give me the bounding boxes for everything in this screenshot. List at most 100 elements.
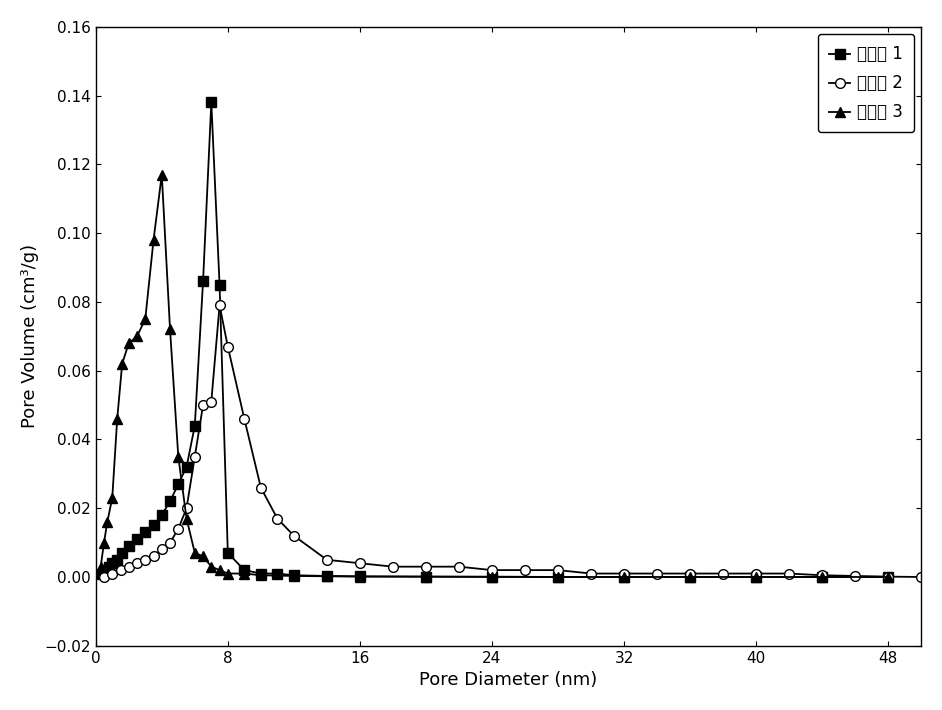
催化剂 2 bbox=[115, 566, 126, 574]
催化剂 3 bbox=[751, 573, 762, 581]
催化剂 2 bbox=[519, 566, 530, 574]
催化剂 2 bbox=[156, 545, 168, 554]
催化剂 2 bbox=[139, 555, 151, 564]
催化剂 3 bbox=[111, 415, 122, 423]
催化剂 2 bbox=[453, 562, 464, 571]
催化剂 1 bbox=[111, 555, 122, 564]
催化剂 2 bbox=[205, 398, 217, 406]
催化剂 1 bbox=[123, 542, 135, 550]
催化剂 3 bbox=[222, 569, 234, 578]
催化剂 3 bbox=[486, 573, 497, 581]
催化剂 2 bbox=[288, 532, 300, 540]
催化剂 2 bbox=[106, 569, 118, 578]
催化剂 1 bbox=[181, 463, 192, 471]
催化剂 3 bbox=[198, 552, 209, 561]
催化剂 2 bbox=[98, 573, 109, 581]
催化剂 3 bbox=[95, 562, 106, 571]
催化剂 3 bbox=[288, 572, 300, 580]
催化剂 2 bbox=[751, 569, 762, 578]
催化剂 1 bbox=[104, 562, 115, 571]
Line: 催化剂 2: 催化剂 2 bbox=[99, 300, 926, 581]
催化剂 2 bbox=[585, 569, 596, 578]
催化剂 2 bbox=[883, 572, 894, 581]
催化剂 1 bbox=[354, 572, 365, 581]
催化剂 3 bbox=[148, 236, 159, 244]
催化剂 1 bbox=[685, 573, 696, 581]
催化剂 3 bbox=[139, 315, 151, 323]
催化剂 2 bbox=[618, 569, 629, 578]
催化剂 3 bbox=[156, 170, 168, 179]
催化剂 1 bbox=[238, 566, 250, 574]
催化剂 3 bbox=[117, 359, 128, 368]
Legend: 催化剂 1, 催化剂 2, 催化剂 3: 催化剂 1, 催化剂 2, 催化剂 3 bbox=[819, 34, 915, 132]
催化剂 1 bbox=[205, 98, 217, 106]
催化剂 2 bbox=[420, 562, 431, 571]
催化剂 1 bbox=[420, 572, 431, 581]
催化剂 1 bbox=[883, 573, 894, 581]
催化剂 2 bbox=[916, 573, 927, 581]
催化剂 3 bbox=[98, 538, 109, 547]
催化剂 1 bbox=[255, 569, 267, 578]
催化剂 2 bbox=[354, 559, 365, 567]
催化剂 3 bbox=[420, 572, 431, 581]
催化剂 2 bbox=[181, 504, 192, 513]
催化剂 1 bbox=[751, 573, 762, 581]
催化剂 2 bbox=[685, 569, 696, 578]
催化剂 1 bbox=[222, 549, 234, 557]
催化剂 2 bbox=[271, 514, 283, 523]
催化剂 3 bbox=[255, 571, 267, 579]
催化剂 1 bbox=[100, 566, 111, 574]
催化剂 3 bbox=[618, 573, 629, 581]
催化剂 2 bbox=[165, 538, 176, 547]
催化剂 3 bbox=[817, 573, 828, 581]
Line: 催化剂 1: 催化剂 1 bbox=[97, 97, 893, 581]
催化剂 3 bbox=[205, 562, 217, 571]
催化剂 3 bbox=[102, 518, 113, 526]
催化剂 1 bbox=[552, 573, 563, 581]
催化剂 1 bbox=[106, 559, 118, 567]
催化剂 2 bbox=[718, 569, 729, 578]
催化剂 1 bbox=[288, 571, 300, 579]
催化剂 3 bbox=[552, 573, 563, 581]
催化剂 1 bbox=[817, 573, 828, 581]
催化剂 3 bbox=[214, 566, 225, 574]
催化剂 1 bbox=[189, 422, 201, 430]
催化剂 1 bbox=[139, 528, 151, 537]
催化剂 1 bbox=[156, 510, 168, 519]
催化剂 2 bbox=[198, 401, 209, 410]
催化剂 2 bbox=[123, 562, 135, 571]
催化剂 2 bbox=[214, 301, 225, 310]
催化剂 1 bbox=[117, 549, 128, 557]
催化剂 3 bbox=[181, 514, 192, 523]
Y-axis label: Pore Volume (cm³/g): Pore Volume (cm³/g) bbox=[21, 244, 39, 428]
催化剂 2 bbox=[651, 569, 662, 578]
催化剂 1 bbox=[97, 569, 108, 578]
催化剂 1 bbox=[214, 280, 225, 289]
催化剂 3 bbox=[172, 452, 184, 461]
催化剂 1 bbox=[321, 572, 333, 580]
Line: 催化剂 3: 催化剂 3 bbox=[96, 170, 893, 581]
催化剂 3 bbox=[354, 572, 365, 581]
催化剂 2 bbox=[552, 566, 563, 574]
催化剂 2 bbox=[148, 552, 159, 561]
催化剂 3 bbox=[189, 549, 201, 557]
催化剂 1 bbox=[271, 569, 283, 578]
催化剂 1 bbox=[172, 480, 184, 488]
催化剂 2 bbox=[189, 452, 201, 461]
催化剂 2 bbox=[131, 559, 142, 567]
催化剂 3 bbox=[131, 332, 142, 341]
催化剂 2 bbox=[817, 571, 828, 579]
催化剂 2 bbox=[850, 572, 861, 580]
催化剂 3 bbox=[321, 572, 333, 581]
催化剂 2 bbox=[255, 484, 267, 492]
催化剂 3 bbox=[123, 339, 135, 347]
催化剂 1 bbox=[148, 521, 159, 530]
催化剂 1 bbox=[165, 497, 176, 506]
催化剂 2 bbox=[784, 569, 795, 578]
X-axis label: Pore Diameter (nm): Pore Diameter (nm) bbox=[419, 671, 597, 689]
催化剂 2 bbox=[486, 566, 497, 574]
催化剂 1 bbox=[198, 277, 209, 285]
催化剂 2 bbox=[172, 525, 184, 533]
催化剂 3 bbox=[165, 325, 176, 334]
催化剂 3 bbox=[883, 573, 894, 581]
